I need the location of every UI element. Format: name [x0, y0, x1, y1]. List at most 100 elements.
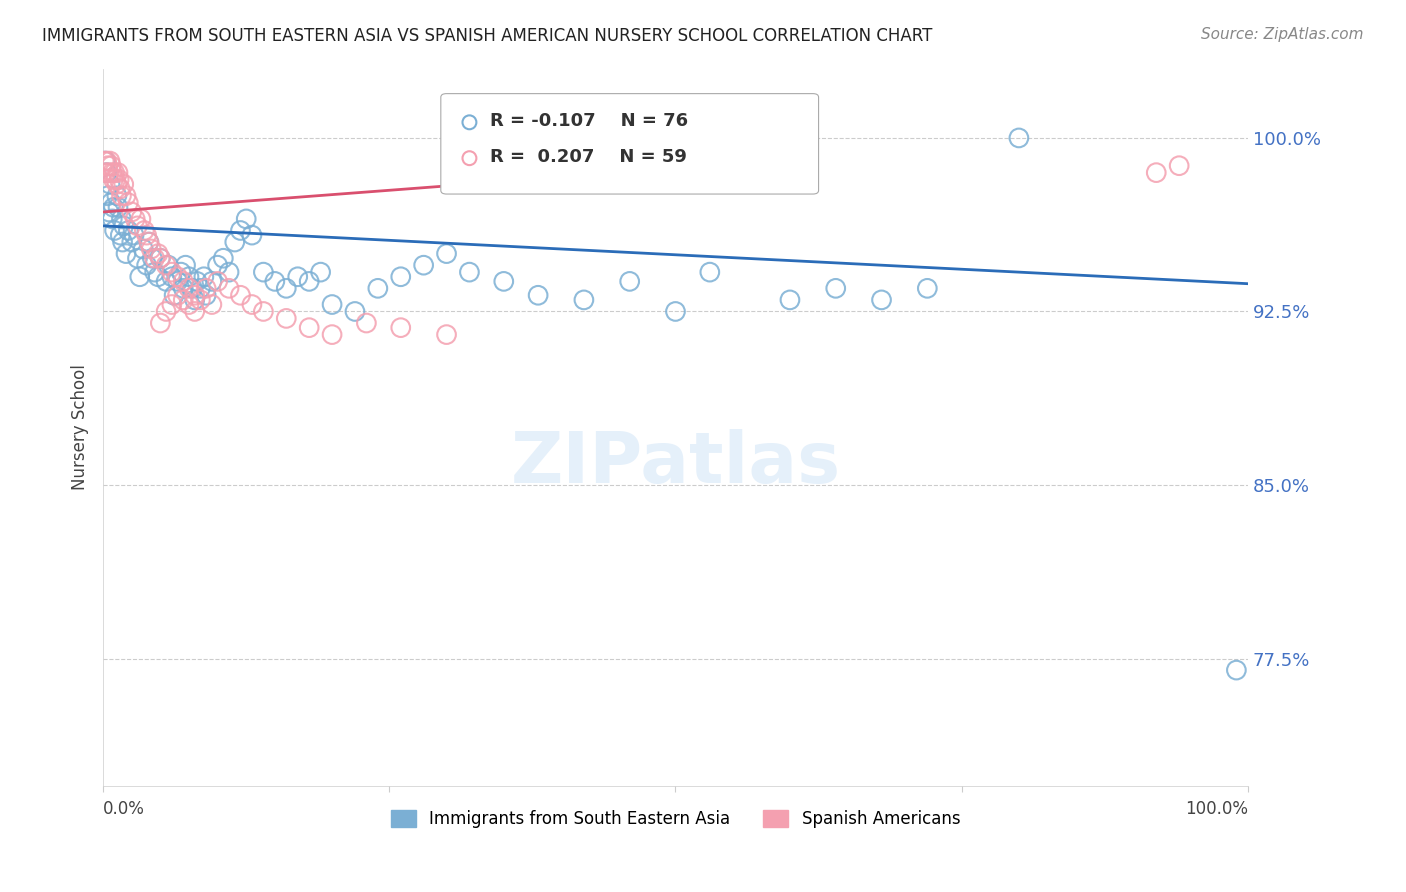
Point — [177, 297, 200, 311]
Point — [1168, 159, 1191, 173]
Point — [141, 242, 163, 256]
Point — [97, 159, 120, 173]
Point — [166, 269, 188, 284]
Point — [163, 288, 186, 302]
Point — [276, 311, 298, 326]
Point — [127, 252, 149, 266]
Point — [1225, 663, 1247, 677]
Point — [183, 288, 205, 302]
Point — [112, 178, 135, 192]
Point — [190, 281, 212, 295]
Point — [356, 316, 378, 330]
Point — [108, 172, 131, 186]
Point — [96, 154, 118, 169]
Point — [135, 258, 157, 272]
Point — [110, 211, 132, 226]
Point — [96, 166, 118, 180]
Point — [252, 304, 274, 318]
Point — [107, 200, 129, 214]
Point — [218, 281, 240, 295]
Point — [195, 288, 218, 302]
Point — [124, 211, 146, 226]
Point — [160, 297, 183, 311]
Point — [298, 274, 321, 288]
Point — [527, 288, 550, 302]
Point — [146, 246, 169, 260]
Point — [492, 274, 515, 288]
Point — [240, 297, 263, 311]
Point — [212, 252, 235, 266]
Point — [135, 228, 157, 243]
Point — [218, 265, 240, 279]
Text: 0.0%: 0.0% — [103, 799, 145, 818]
Text: R =  0.207    N = 59: R = 0.207 N = 59 — [491, 148, 688, 166]
Point — [97, 166, 120, 180]
Point — [132, 242, 155, 256]
Point — [240, 228, 263, 243]
Point — [121, 205, 143, 219]
Point — [1144, 166, 1167, 180]
Point — [664, 304, 686, 318]
Text: IMMIGRANTS FROM SOUTH EASTERN ASIA VS SPANISH AMERICAN NURSERY SCHOOL CORRELATIO: IMMIGRANTS FROM SOUTH EASTERN ASIA VS SP… — [42, 27, 932, 45]
Point — [170, 265, 193, 279]
Point — [201, 274, 224, 288]
Point — [190, 293, 212, 307]
FancyBboxPatch shape — [441, 94, 818, 194]
Point — [129, 211, 152, 226]
Point — [101, 166, 124, 180]
Point — [121, 235, 143, 249]
Point — [117, 195, 139, 210]
Point — [112, 219, 135, 233]
Point — [103, 200, 125, 214]
Text: ZIPatlas: ZIPatlas — [510, 428, 841, 498]
Point — [287, 269, 309, 284]
Point — [458, 304, 481, 318]
Point — [201, 297, 224, 311]
Point — [149, 252, 172, 266]
Point — [134, 223, 156, 237]
Point — [298, 320, 321, 334]
Point — [98, 178, 121, 192]
Point — [160, 265, 183, 279]
Point — [458, 265, 481, 279]
Point — [143, 252, 166, 266]
Point — [166, 288, 188, 302]
Point — [101, 211, 124, 226]
Point — [115, 246, 138, 260]
Point — [174, 258, 197, 272]
Point — [138, 235, 160, 249]
Point — [779, 293, 801, 307]
Point — [128, 269, 150, 284]
Point — [389, 320, 412, 334]
Point — [224, 235, 246, 249]
Point — [103, 223, 125, 237]
Point — [110, 182, 132, 196]
Point — [229, 288, 252, 302]
Point — [103, 166, 125, 180]
Point — [252, 265, 274, 279]
Point — [143, 265, 166, 279]
Point — [321, 297, 343, 311]
Point — [917, 281, 939, 295]
Point — [111, 235, 134, 249]
Point — [412, 258, 434, 272]
Point — [138, 235, 160, 249]
Point — [436, 246, 458, 260]
Point — [172, 281, 194, 295]
Point — [458, 420, 481, 434]
Point — [100, 159, 122, 173]
Text: R = -0.107    N = 76: R = -0.107 N = 76 — [491, 112, 688, 130]
Point — [186, 274, 208, 288]
Point — [149, 252, 172, 266]
Point — [94, 154, 117, 169]
Point — [235, 211, 257, 226]
Point — [276, 281, 298, 295]
Text: 100.0%: 100.0% — [1185, 799, 1249, 818]
Point — [172, 293, 194, 307]
Point — [155, 304, 177, 318]
Point — [343, 304, 366, 318]
Point — [207, 258, 229, 272]
Point — [104, 172, 127, 186]
Point — [117, 223, 139, 237]
Point — [146, 269, 169, 284]
